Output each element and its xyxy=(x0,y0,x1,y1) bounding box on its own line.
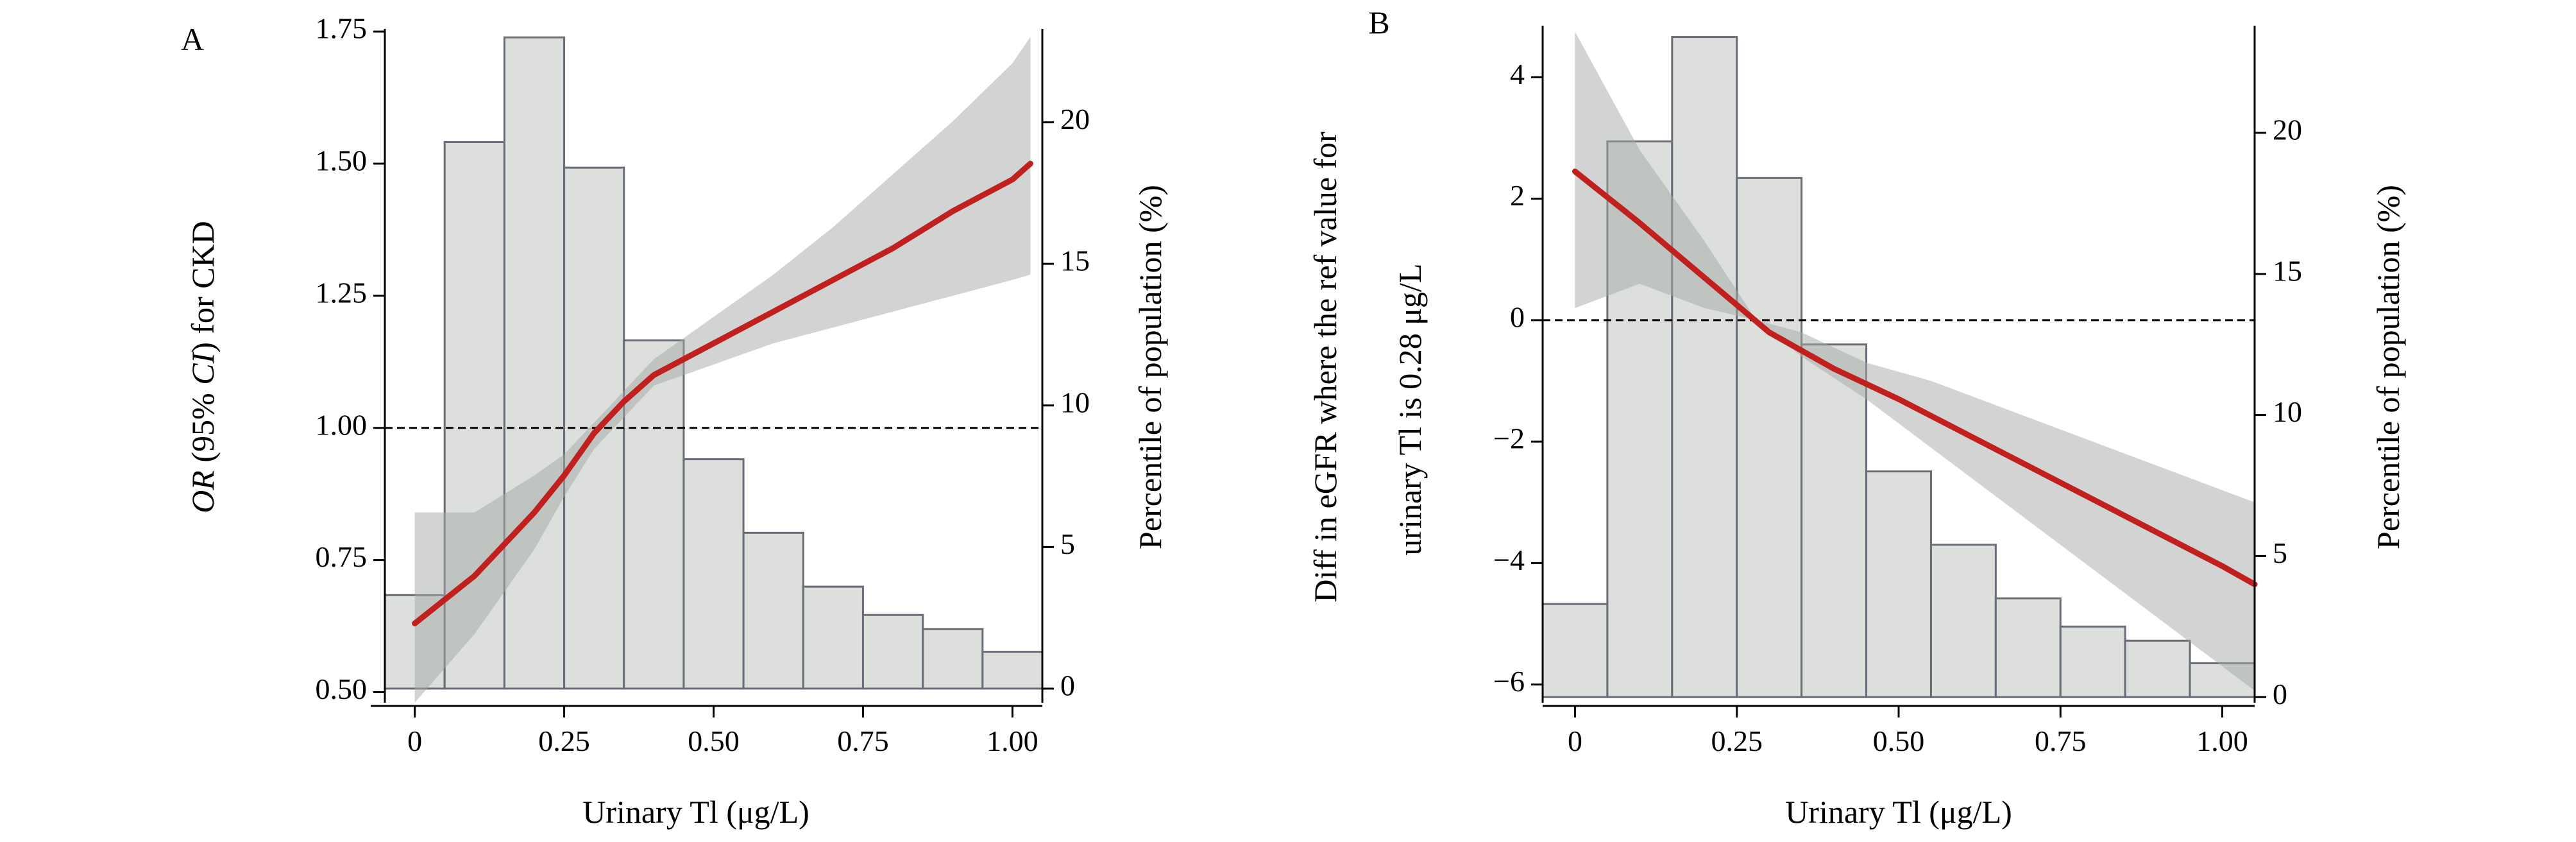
y-axis-label-or: OR xyxy=(185,470,221,513)
histogram-bar xyxy=(922,628,984,690)
x-tick-label: 0.50 xyxy=(688,725,740,757)
panel-a: 0.50 0.75 1.00 1.25 1.50 1.75 0 5 10 15 20 0 0.25 0.5… xyxy=(181,12,1168,830)
y2-tick-label: 5 xyxy=(1060,528,1075,560)
y-tick-label: −2 xyxy=(1493,422,1525,455)
histogram-bar xyxy=(861,614,924,690)
y-axis-label-ci: CI xyxy=(185,351,221,384)
x-tick-label: 0 xyxy=(1568,725,1582,757)
histogram-bar xyxy=(742,531,804,690)
panel-label: A xyxy=(181,21,204,57)
y-axis-label: OR (95% CI) for CKD xyxy=(185,221,221,513)
x-tick-label: 1.00 xyxy=(2196,725,2248,757)
y-tick-label: −4 xyxy=(1493,544,1525,576)
panel-label: B xyxy=(1368,4,1389,40)
histogram-bar xyxy=(503,36,566,690)
y2-tick-label: 5 xyxy=(2273,537,2287,569)
y2-axis-label: Percentile of population (%) xyxy=(2370,185,2406,549)
panel-b: −6 −4 −2 0 2 4 0 5 10 15 20 0 0.25 0.50 0.75 1.00 Urinar… xyxy=(1307,4,2406,830)
y-tick-label: 0.50 xyxy=(316,673,368,705)
histogram-bar xyxy=(1865,470,1932,698)
histogram-bar xyxy=(981,651,1044,690)
histogram-bar xyxy=(682,458,745,690)
spline-curve xyxy=(412,160,1033,626)
x-tick-label: 0.50 xyxy=(1873,725,1925,757)
x-tick-label: 0.75 xyxy=(2035,725,2087,757)
histogram-bar xyxy=(1929,544,1997,698)
y-axis-label-mid: (95% xyxy=(185,385,221,470)
y2-tick-label: 0 xyxy=(1060,669,1075,702)
y-tick-label: 0.75 xyxy=(316,540,368,573)
spline-curve xyxy=(1572,168,2258,587)
histogram-bar xyxy=(2059,625,2126,698)
x-tick-label: 1.00 xyxy=(987,725,1038,757)
x-axis-label: Urinary Tl (μg/L) xyxy=(1785,794,2012,830)
y2-tick-label: 15 xyxy=(2273,254,2302,287)
y2-tick-label: 15 xyxy=(1060,245,1090,277)
histogram-bar xyxy=(1671,36,1738,698)
confidence-band xyxy=(414,37,1031,703)
x-tick-label: 0.25 xyxy=(1711,725,1763,757)
y2-tick-label: 10 xyxy=(1060,386,1090,418)
histogram-bar xyxy=(2124,639,2191,698)
x-tick-label: 0.25 xyxy=(538,725,590,757)
y2-tick-label: 20 xyxy=(2273,114,2302,146)
y-tick-label: 0 xyxy=(1510,300,1525,333)
y2-tick-label: 0 xyxy=(2273,678,2287,710)
y-tick-label: 1.50 xyxy=(316,144,368,177)
histogram-bar xyxy=(1994,597,2062,698)
y-tick-label: 1.25 xyxy=(316,276,368,309)
y-tick-label: −6 xyxy=(1493,665,1525,698)
y-axis-label-suffix: ) for CKD xyxy=(185,221,221,353)
x-axis-label: Urinary Tl (μg/L) xyxy=(582,794,809,830)
histogram-bar xyxy=(1801,343,1868,698)
y-tick-label: 2 xyxy=(1510,179,1525,212)
y-tick-label: 1.75 xyxy=(316,12,368,45)
y-axis-label-line1: Diff in eGFR where the ref value for xyxy=(1307,132,1343,603)
x-tick-label: 0 xyxy=(407,725,422,757)
y-tick-label: 1.00 xyxy=(316,408,368,441)
histogram-bar xyxy=(1541,603,1609,698)
histogram-bar xyxy=(802,585,864,690)
y2-tick-label: 20 xyxy=(1060,103,1090,135)
x-tick-label: 0.75 xyxy=(837,725,889,757)
y2-axis-label: Percentile of population (%) xyxy=(1132,185,1168,549)
histogram-bar xyxy=(1736,176,1803,698)
confidence-band xyxy=(1575,31,2255,691)
y-tick-label: 4 xyxy=(1510,58,1525,90)
y2-tick-label: 10 xyxy=(2273,395,2302,428)
y-axis-label-line2: urinary Tl is 0.28 μg/L xyxy=(1392,263,1428,555)
